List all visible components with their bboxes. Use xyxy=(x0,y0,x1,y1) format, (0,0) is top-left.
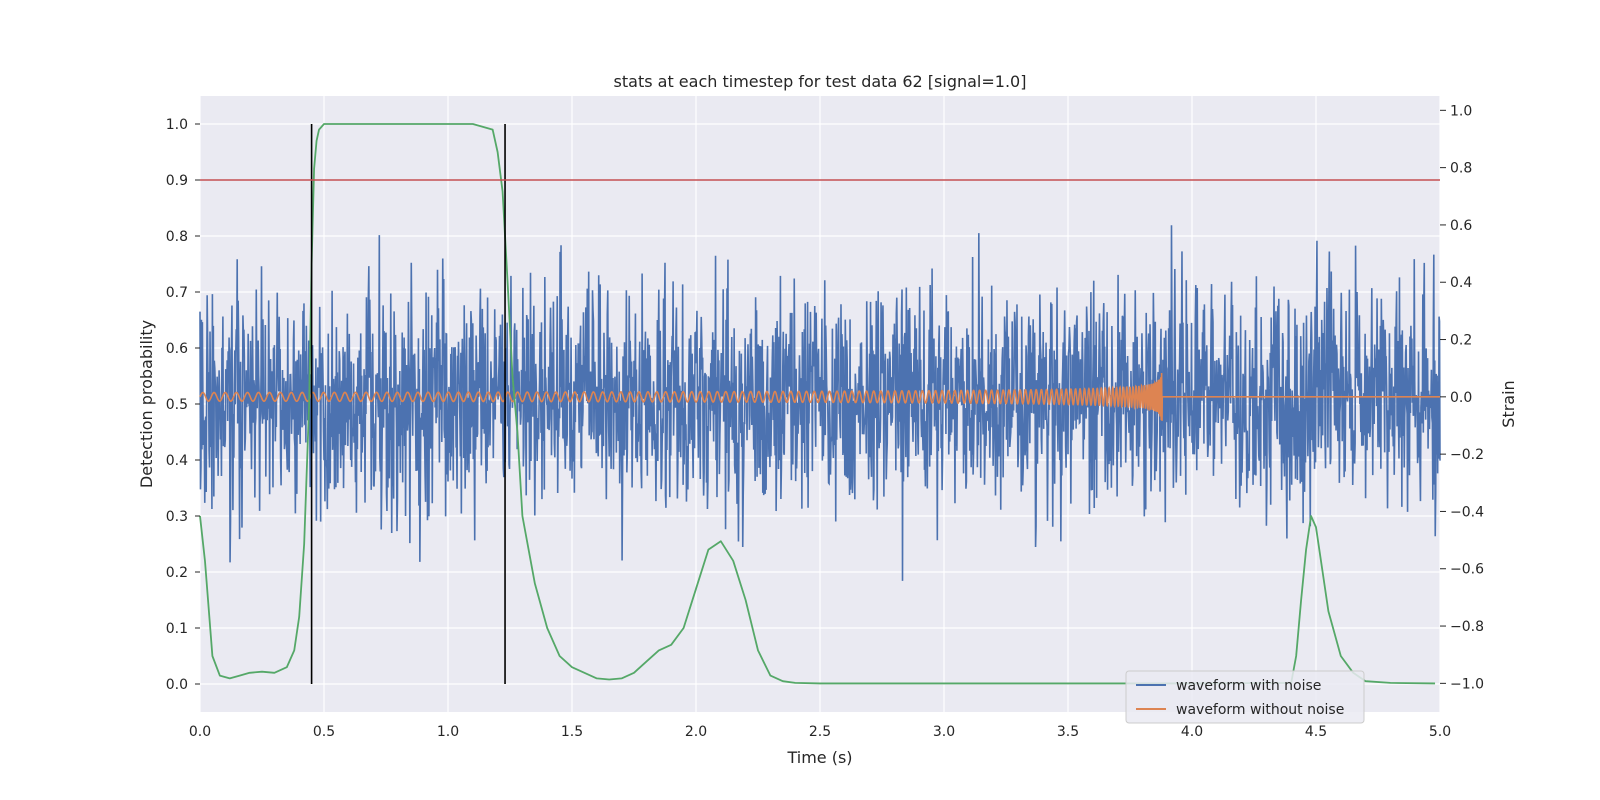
right-axis-label: Strain xyxy=(1499,380,1518,427)
legend: waveform with noise waveform without noi… xyxy=(1125,670,1365,724)
x-tick-label: 3.0 xyxy=(933,724,955,740)
x-tick-label: 0.5 xyxy=(313,724,335,740)
right-tick-label: 0.8 xyxy=(1450,161,1472,177)
right-tick-label: 0.0 xyxy=(1450,390,1472,406)
left-tick-label: 0.1 xyxy=(166,621,188,637)
x-axis-label: Time (s) xyxy=(786,748,852,767)
right-axis-ticks: −1.0 −0.8 −0.6 −0.4 −0.2 0.0 0.2 0.4 0.6 0.8 1.0 xyxy=(1440,103,1484,692)
x-tick-label: 2.0 xyxy=(685,724,707,740)
x-tick-label: 5.0 xyxy=(1429,724,1451,740)
left-axis-ticks: 0.0 0.1 0.2 0.3 0.4 0.5 0.6 0.7 0.8 0.9 1.0 xyxy=(166,117,200,693)
x-axis-ticks: 0.0 0.5 1.0 1.5 2.0 2.5 3.0 3.5 4.0 4.5 5.0 xyxy=(189,724,1451,740)
right-tick-label: −0.8 xyxy=(1450,619,1484,635)
left-tick-label: 0.4 xyxy=(166,453,188,469)
left-axis-label: Detection probability xyxy=(137,320,156,488)
series-waveform-without-noise xyxy=(199,372,1440,421)
left-tick-label: 0.7 xyxy=(166,285,188,301)
series-waveform-with-noise xyxy=(199,225,1441,581)
right-tick-label: −0.6 xyxy=(1450,562,1484,578)
legend-box xyxy=(1125,670,1365,724)
x-tick-label: 2.5 xyxy=(809,724,831,740)
left-tick-label: 0.6 xyxy=(166,341,188,357)
right-tick-label: −0.2 xyxy=(1450,447,1484,463)
x-tick-label: 3.5 xyxy=(1057,724,1079,740)
legend-label-clean: waveform without noise xyxy=(1176,702,1344,718)
left-tick-label: 0.3 xyxy=(166,509,188,525)
waveform-without-noise-line xyxy=(199,372,1440,421)
chart-title: stats at each timestep for test data 62 … xyxy=(614,72,1027,91)
x-tick-label: 0.0 xyxy=(189,724,211,740)
left-tick-label: 0.2 xyxy=(166,565,188,581)
right-tick-label: 0.2 xyxy=(1450,333,1472,349)
left-tick-label: 0.0 xyxy=(166,677,188,693)
waveform-with-noise-line xyxy=(199,225,1441,581)
left-tick-label: 1.0 xyxy=(166,117,188,133)
vertical-markers xyxy=(310,124,506,684)
x-tick-label: 1.5 xyxy=(561,724,583,740)
right-tick-label: 1.0 xyxy=(1450,103,1472,119)
x-tick-label: 1.0 xyxy=(437,724,459,740)
legend-label-noise: waveform with noise xyxy=(1176,678,1321,694)
left-tick-label: 0.9 xyxy=(166,173,188,189)
right-tick-label: −1.0 xyxy=(1450,676,1484,692)
detection-probability-line xyxy=(199,123,1436,685)
left-tick-label: 0.8 xyxy=(166,229,188,245)
x-tick-label: 4.0 xyxy=(1181,724,1203,740)
left-tick-label: 0.5 xyxy=(166,397,188,413)
right-tick-label: 0.4 xyxy=(1450,275,1472,291)
x-tick-label: 4.5 xyxy=(1305,724,1327,740)
right-tick-label: −0.4 xyxy=(1450,504,1484,520)
right-tick-label: 0.6 xyxy=(1450,218,1472,234)
series-detection-probability xyxy=(199,123,1436,685)
